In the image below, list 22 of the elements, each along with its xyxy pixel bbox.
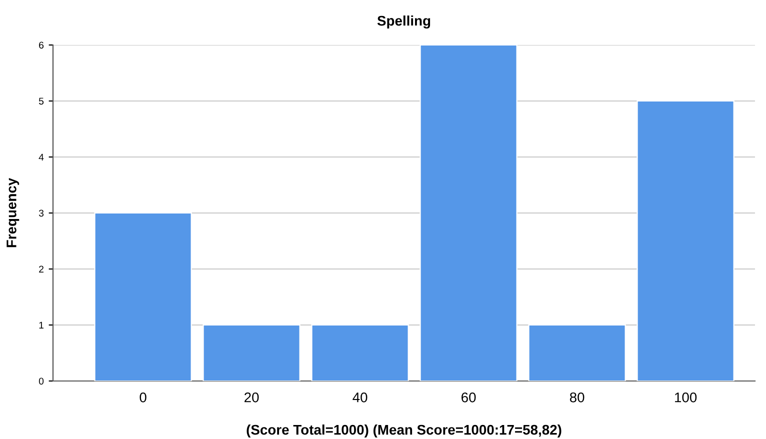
- bar: [94, 212, 192, 381]
- y-tick-label: 4: [38, 154, 44, 161]
- y-tick-label: 2: [39, 266, 44, 273]
- bar: [311, 324, 409, 381]
- x-tick-label: 0: [140, 392, 146, 402]
- y-tick-label: 6: [39, 42, 44, 49]
- bar: [202, 324, 300, 381]
- x-tick-label: 80: [570, 392, 584, 402]
- x-axis-title: (Score Total=1000) (Mean Score=1000:17=58,82): [246, 424, 562, 438]
- chart-title: Spelling: [377, 15, 430, 28]
- y-tick-label: 0: [38, 378, 44, 385]
- bar: [528, 324, 626, 381]
- bar: [420, 45, 518, 381]
- x-tick-label: 60: [462, 392, 476, 402]
- x-tick-label: 40: [352, 392, 368, 402]
- y-tick-label: 5: [38, 98, 44, 105]
- x-tick-label: 100: [675, 392, 697, 402]
- bar: [636, 100, 734, 381]
- y-axis-title: Frequency: [6, 178, 20, 248]
- x-tick-label: 20: [244, 392, 259, 402]
- y-tick-label: 1: [39, 322, 44, 329]
- y-tick-label: 3: [38, 210, 44, 217]
